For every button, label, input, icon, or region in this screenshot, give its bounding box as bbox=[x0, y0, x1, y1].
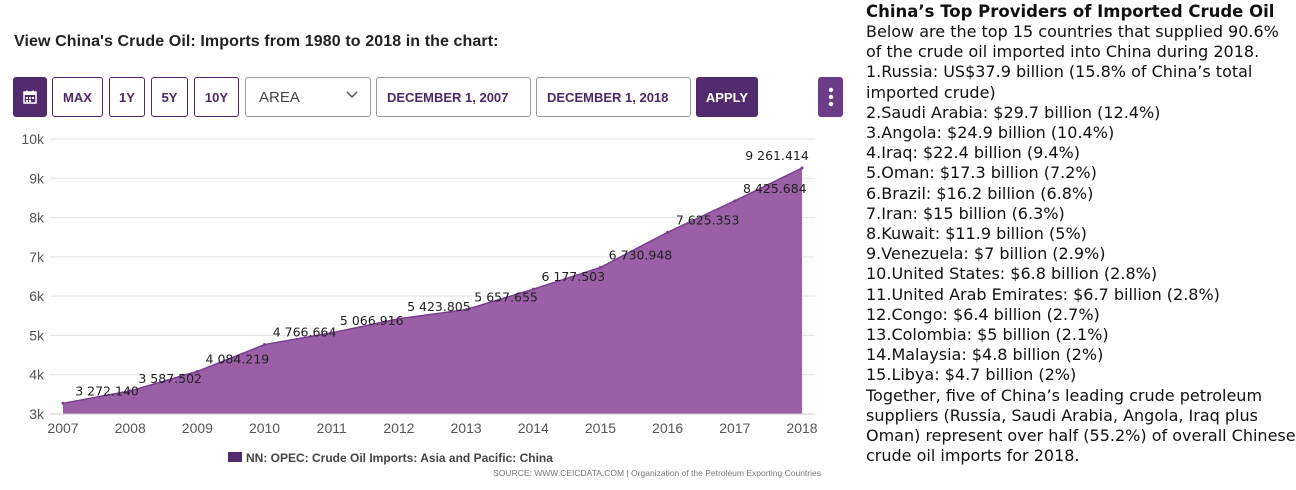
chevron-down-icon bbox=[346, 91, 358, 99]
range-1y-button[interactable]: 1Y bbox=[109, 77, 145, 117]
data-point bbox=[531, 287, 535, 291]
x-tick-label: 2013 bbox=[451, 420, 482, 436]
y-tick-label: 5k bbox=[29, 327, 45, 343]
page-heading: View China's Crude Oil: Imports from 198… bbox=[14, 33, 499, 50]
data-label: 5 657.655 bbox=[474, 290, 538, 305]
chart-panel: View China's Crude Oil: Imports from 198… bbox=[13, 33, 843, 480]
start-date-input[interactable]: DECEMBER 1, 2007 bbox=[376, 77, 531, 117]
calendar-icon bbox=[23, 90, 37, 104]
article-panel: China’s Top Providers of Imported Crude … bbox=[860, 0, 1296, 490]
provider-item: 7.Iran: $15 billion (6.3%) bbox=[866, 203, 1065, 223]
chart-type-value: AREA bbox=[259, 88, 300, 106]
x-tick-label: 2011 bbox=[317, 420, 347, 436]
data-point bbox=[195, 369, 199, 373]
provider-item: 13.Colombia: $5 billion (2.1%) bbox=[866, 325, 1109, 345]
chart-type-select[interactable]: AREA bbox=[245, 77, 371, 117]
article-intro: Below are the top 15 countries that supp… bbox=[866, 22, 1279, 62]
x-tick-label: 2017 bbox=[719, 420, 750, 436]
provider-item: 3.Angola: $24.9 billion (10.4%) bbox=[866, 123, 1115, 143]
x-tick-label: 2008 bbox=[115, 420, 146, 436]
data-point bbox=[128, 389, 132, 393]
data-label: 3 587.502 bbox=[138, 371, 202, 386]
x-tick-label: 2009 bbox=[182, 420, 213, 436]
apply-button[interactable]: APPLY bbox=[696, 77, 758, 117]
x-tick-label: 2010 bbox=[249, 420, 280, 436]
data-point bbox=[666, 230, 670, 234]
x-tick-label: 2014 bbox=[518, 420, 549, 436]
data-point bbox=[464, 308, 468, 312]
y-tick-label: 7k bbox=[29, 249, 45, 265]
source-note: SOURCE: WWW.CEICDATA.COM | Organization … bbox=[493, 468, 821, 478]
x-tick-label: 2012 bbox=[383, 420, 414, 436]
provider-item: 14.Malaysia: $4.8 billion (2%) bbox=[866, 345, 1104, 365]
area-series bbox=[63, 168, 802, 414]
x-tick-label: 2007 bbox=[47, 420, 78, 436]
provider-item: 1.Russia: US$37.9 billion (15.8% of Chin… bbox=[866, 62, 1253, 102]
data-label: 6 730.948 bbox=[609, 247, 673, 262]
data-point bbox=[598, 265, 602, 269]
y-tick-label: 6k bbox=[29, 288, 45, 304]
provider-item: 15.Libya: $4.7 billion (2%) bbox=[866, 365, 1077, 385]
range-5y-button[interactable]: 5Y bbox=[151, 77, 188, 117]
data-label: 8 425.684 bbox=[743, 181, 807, 196]
data-label: 4 084.219 bbox=[206, 351, 270, 366]
data-label: 5 066.916 bbox=[340, 313, 404, 328]
provider-item: 9.Venezuela: $7 billion (2.9%) bbox=[866, 244, 1106, 264]
data-label: 9 261.414 bbox=[745, 148, 809, 163]
provider-item: 6.Brazil: $16.2 billion (6.8%) bbox=[866, 183, 1094, 203]
article-title: China’s Top Providers of Imported Crude … bbox=[866, 2, 1275, 21]
data-label: 5 423.805 bbox=[407, 299, 471, 314]
provider-item: 4.Iraq: $22.4 billion (9.4%) bbox=[866, 143, 1080, 163]
data-point bbox=[263, 343, 267, 347]
chart-area: 3k 4k 5k 6k 7k 8k 9k 10k 2007 2008 2009 2010 2011 201… bbox=[13, 128, 843, 480]
data-label: 3 272.140 bbox=[75, 383, 139, 398]
legend-label: NN: OPEC: Crude Oil Imports: Asia and Pa… bbox=[246, 451, 553, 465]
range-10y-button[interactable]: 10Y bbox=[194, 77, 239, 117]
y-tick-label: 10k bbox=[21, 131, 45, 147]
x-tick-label: 2016 bbox=[652, 420, 683, 436]
y-tick-label: 3k bbox=[29, 406, 45, 422]
more-options-button[interactable] bbox=[818, 77, 843, 117]
data-point bbox=[800, 166, 804, 170]
kebab-menu-icon bbox=[828, 87, 833, 107]
data-point bbox=[61, 401, 65, 405]
end-date-input[interactable]: DECEMBER 1, 2018 bbox=[536, 77, 691, 117]
legend-swatch bbox=[228, 452, 242, 462]
x-tick-label: 2018 bbox=[786, 420, 817, 436]
area-series-line bbox=[62, 167, 803, 405]
range-max-button[interactable]: MAX bbox=[52, 77, 103, 117]
data-label: 4 766.664 bbox=[273, 325, 337, 340]
provider-list: 1.Russia: US$37.9 billion (15.8% of Chin… bbox=[866, 62, 1296, 385]
y-tick-label: 4k bbox=[29, 367, 45, 383]
y-tick-label: 8k bbox=[29, 210, 45, 226]
data-point bbox=[330, 331, 334, 335]
provider-item: 11.United Arab Emirates: $6.7 billion (2… bbox=[866, 284, 1220, 304]
provider-item: 10.United States: $6.8 billion (2.8%) bbox=[866, 264, 1158, 284]
data-point bbox=[397, 317, 401, 321]
data-label: 6 177.503 bbox=[541, 269, 605, 284]
provider-item: 5.Oman: $17.3 billion (7.2%) bbox=[866, 163, 1097, 183]
y-tick-label: 9k bbox=[29, 170, 45, 186]
data-point bbox=[733, 199, 737, 203]
data-label: 7 625.353 bbox=[676, 212, 740, 227]
provider-item: 2.Saudi Arabia: $29.7 billion (12.4%) bbox=[866, 102, 1161, 122]
provider-item: 12.Congo: $6.4 billion (2.7%) bbox=[866, 304, 1100, 324]
provider-item: 8.Kuwait: $11.9 billion (5%) bbox=[866, 224, 1087, 244]
calendar-button[interactable] bbox=[13, 77, 47, 117]
article-outro: Together, five of China’s leading crude … bbox=[866, 385, 1296, 466]
area-chart: 3k 4k 5k 6k 7k 8k 9k 10k 2007 2008 2009 2010 2011 201… bbox=[21, 131, 821, 478]
x-tick-label: 2015 bbox=[585, 420, 616, 436]
